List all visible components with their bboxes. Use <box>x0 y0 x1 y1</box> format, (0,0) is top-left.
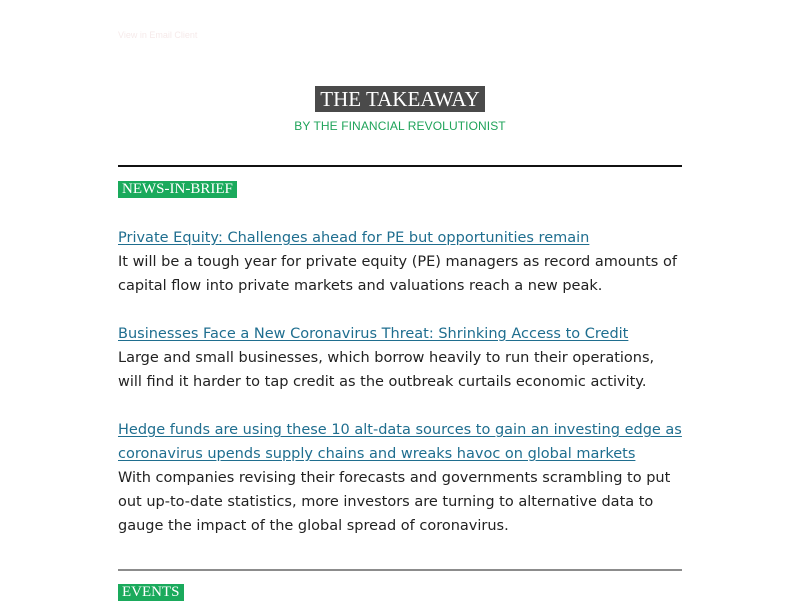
news-headline-link[interactable]: Businesses Face a New Coronavirus Threat… <box>118 326 629 342</box>
news-list: Private Equity: Challenges ahead for PE … <box>118 226 682 562</box>
newsletter-byline: BY THE FINANCIAL REVOLUTIONIST <box>294 119 506 133</box>
news-summary: Large and small businesses, which borrow… <box>118 350 655 390</box>
newsletter-title: THE TAKEAWAY <box>315 86 485 112</box>
news-summary: With companies revising their forecasts … <box>118 470 671 534</box>
news-item: Private Equity: Challenges ahead for PE … <box>118 226 682 298</box>
news-in-brief-heading: NEWS-IN-BRIEF <box>118 181 237 198</box>
top-divider <box>118 165 682 167</box>
news-item: Hedge funds are using these 10 alt-data … <box>118 418 682 538</box>
news-item: Businesses Face a New Coronavirus Threat… <box>118 322 682 394</box>
events-heading: EVENTS <box>118 584 184 601</box>
masthead: THE TAKEAWAY BY THE FINANCIAL REVOLUTION… <box>0 86 800 133</box>
news-summary: It will be a tough year for private equi… <box>118 254 677 294</box>
view-in-browser-link[interactable]: View in Email Client <box>118 30 198 40</box>
section-divider <box>118 569 682 571</box>
news-headline-link[interactable]: Hedge funds are using these 10 alt-data … <box>118 422 682 462</box>
news-headline-link[interactable]: Private Equity: Challenges ahead for PE … <box>118 230 590 246</box>
